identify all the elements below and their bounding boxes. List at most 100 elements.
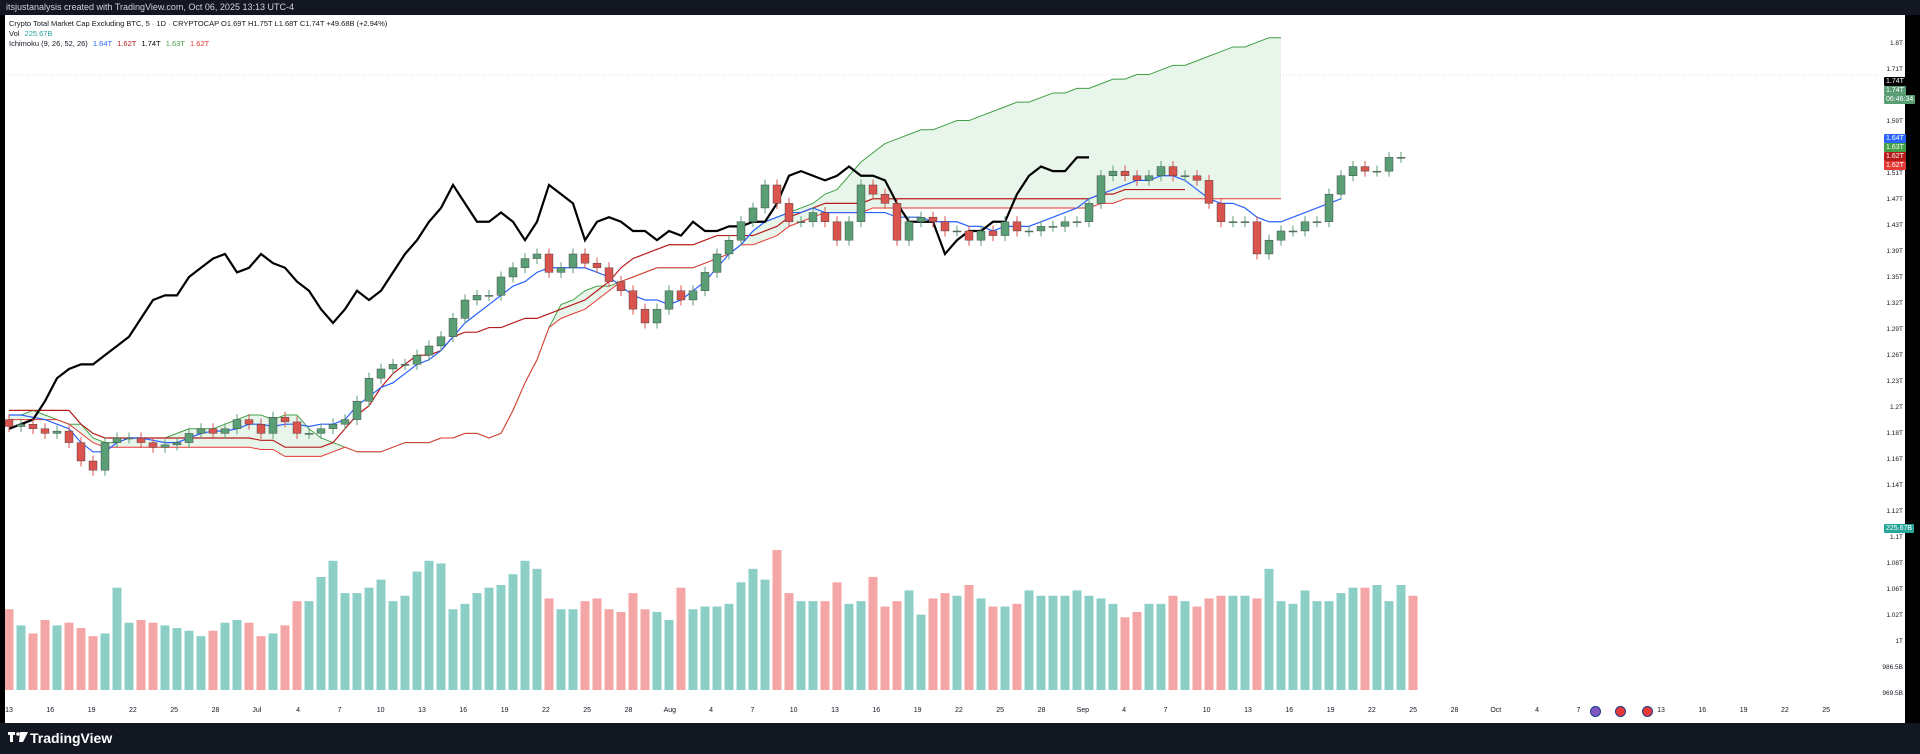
candle-body <box>856 184 866 222</box>
x-tick-label: 10 <box>789 707 798 714</box>
volume-bar <box>928 598 938 690</box>
volume-bar <box>772 550 782 690</box>
y-tick-label: 986.5B <box>1882 664 1903 671</box>
volume-bar <box>556 609 566 690</box>
candle-body <box>64 430 74 443</box>
volume-bar <box>340 593 350 690</box>
candle-body <box>148 442 158 448</box>
candle-body <box>376 368 386 379</box>
chart-frame[interactable]: Crypto Total Market Cap Excluding BTC, 5… <box>5 15 1916 723</box>
y-tick-label: 1.51T <box>1886 170 1903 177</box>
us-flag-event-icon[interactable] <box>1642 706 1653 717</box>
candle-body <box>676 290 686 301</box>
candle-body <box>208 428 218 434</box>
volume-bar <box>268 633 278 690</box>
attribution-text: itsjustanalysis created with TradingView… <box>6 2 294 12</box>
candle-body <box>1300 221 1310 232</box>
candle-body <box>388 364 398 370</box>
y-tick-label: 1.43T <box>1886 222 1903 229</box>
volume-bar <box>292 601 302 690</box>
ichimoku-span-b-value: 1.62T <box>190 39 210 48</box>
x-tick-label: 4 <box>709 707 714 714</box>
ichimoku-lagging-value: 1.74T <box>141 39 161 48</box>
candle-body <box>448 318 458 337</box>
volume-bar <box>916 614 926 690</box>
symbol-row[interactable]: Crypto Total Market Cap Excluding BTC, 5… <box>9 19 390 29</box>
volume-bar <box>40 620 50 690</box>
price-tag: 1.63T <box>1884 143 1906 152</box>
x-tick-label: 4 <box>296 707 301 714</box>
y-tick-label: 1.47T <box>1886 196 1903 203</box>
volume-bar <box>160 625 170 690</box>
y-tick-label: 1.12T <box>1886 508 1903 515</box>
volume-bar <box>28 633 38 690</box>
volume-bar <box>184 630 194 690</box>
volume-bar <box>1120 617 1130 690</box>
ichimoku-row[interactable]: Ichimoku (9, 26, 52, 26) 1.64T 1.62T 1.7… <box>9 39 390 49</box>
x-tick-label: 25 <box>1409 707 1418 714</box>
candle-body <box>268 417 278 434</box>
candle-body <box>1120 170 1130 176</box>
candle-body <box>664 290 674 310</box>
candle-body <box>1384 157 1394 172</box>
candle-body <box>1336 175 1346 195</box>
volume-bar <box>892 601 902 690</box>
volume-bar <box>640 609 650 690</box>
volume-bar <box>724 603 734 690</box>
volume-bar <box>1036 595 1046 690</box>
volume-bar <box>1012 603 1022 690</box>
candle-body <box>916 216 926 222</box>
volume-bar <box>1324 601 1334 690</box>
volume-bar <box>364 587 374 690</box>
candle-body <box>340 419 350 425</box>
volume-bar <box>1384 601 1394 690</box>
candle-body <box>532 253 542 259</box>
x-tick-label: 10 <box>376 707 385 714</box>
x-tick-label: 22 <box>541 707 550 714</box>
candle-body <box>1048 226 1058 228</box>
candle-body <box>988 230 998 236</box>
candle-body <box>5 419 14 427</box>
volume-bar <box>352 593 362 690</box>
candle-body <box>1084 203 1094 222</box>
volume-bar <box>64 622 74 690</box>
y-tick-label: 1.71T <box>1886 66 1903 73</box>
legend: Crypto Total Market Cap Excluding BTC, 5… <box>9 19 390 49</box>
volume-bar <box>436 563 446 690</box>
volume-bar <box>676 587 686 690</box>
candle-body <box>184 433 194 443</box>
volume-row[interactable]: Vol 225.67B <box>9 29 390 39</box>
volume-bar <box>712 606 722 690</box>
price-tag: 1.62T <box>1884 161 1906 170</box>
volume-bar <box>316 576 326 690</box>
volume-bar <box>412 571 422 690</box>
candle-body <box>472 295 482 301</box>
volume-bar <box>376 579 386 690</box>
candle-body <box>88 460 98 471</box>
x-tick-label: 22 <box>954 707 963 714</box>
volume-bar <box>16 625 26 690</box>
candle-body <box>196 428 206 434</box>
senkou-span-b-line <box>9 198 1281 457</box>
candle-body <box>868 184 878 195</box>
volume-bar <box>964 585 974 690</box>
price-axis[interactable]: 1.8T1.71T1.67T1.59T1.55T1.51T1.47T1.43T1… <box>1880 15 1905 723</box>
volume-bar <box>5 609 14 690</box>
candle-body <box>1012 221 1022 232</box>
y-tick-label: 1.59T <box>1886 118 1903 125</box>
earnings-event-icon[interactable] <box>1590 706 1601 717</box>
us-flag-event-icon[interactable] <box>1615 706 1626 717</box>
candle-body <box>328 423 338 429</box>
volume-bar <box>1048 595 1058 690</box>
candle-body <box>712 253 722 273</box>
candle-body <box>400 364 410 366</box>
candle-body <box>436 336 446 347</box>
ichimoku-tenkan-value: 1.64T <box>92 39 113 48</box>
y-tick-label: 1.16T <box>1886 456 1903 463</box>
candle-body <box>1360 166 1370 172</box>
candle-body <box>880 193 890 204</box>
chart-canvas[interactable] <box>5 15 1905 723</box>
price-tag: 1.64T <box>1884 134 1906 143</box>
volume-bar <box>844 603 854 690</box>
volume-bar <box>196 636 206 690</box>
